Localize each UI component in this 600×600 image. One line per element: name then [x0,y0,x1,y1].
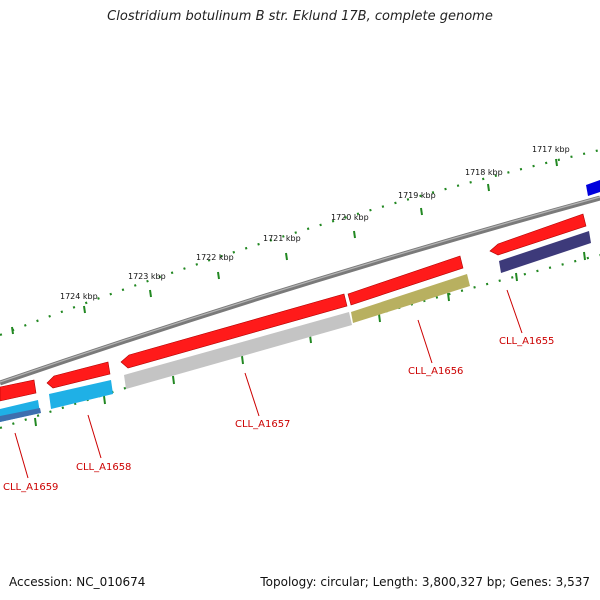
gene-label-a1655[interactable]: CLL_A1655 [499,336,554,347]
cds-features [0,231,591,422]
kbp-label-1724: 1724 kbp [60,292,98,301]
outer-major-ticks [11,158,558,335]
kbp-label-1720: 1720 kbp [331,213,369,222]
gene-label-a1658[interactable]: CLL_A1658 [76,462,131,473]
gene-label-a1656[interactable]: CLL_A1656 [408,366,463,377]
cds-band-a1657[interactable] [124,312,352,389]
genome-backbone [0,195,600,386]
kbp-label-1722: 1722 kbp [196,253,234,262]
kbp-label-1717: 1717 kbp [532,145,570,154]
gene-arrow[interactable] [0,379,37,402]
reverse-strand-features [0,180,600,402]
inner-major-ticks [34,251,586,427]
gene-label-a1657[interactable]: CLL_A1657 [235,419,290,430]
kbp-label-1723: 1723 kbp [128,272,166,281]
kbp-label-1719: 1719 kbp [398,191,436,200]
genome-summary-text: Topology: circular; Length: 3,800,327 bp… [260,575,590,589]
cds-band-a1656[interactable] [351,274,470,323]
label-leaders [14,289,523,479]
gene-arrow[interactable] [586,180,600,196]
cds-band-a1658[interactable] [49,380,113,409]
gene-arrow[interactable] [46,361,111,389]
cds-band-a1655[interactable] [499,231,591,273]
cds-band-a1659-lower [0,408,41,422]
map-title: Clostridium botulinum B str. Eklund 17B,… [107,9,493,24]
gene-label-a1659[interactable]: CLL_A1659 [3,482,58,493]
gene-arrow[interactable] [120,293,348,369]
accession-text: Accession: NC_010674 [9,575,146,589]
gene-arrow[interactable] [489,213,587,256]
kbp-label-1721: 1721 kbp [263,234,301,243]
genome-backbone-highlight [0,196,600,383]
kbp-label-1718: 1718 kbp [465,168,503,177]
gene-arrow[interactable] [347,255,464,306]
